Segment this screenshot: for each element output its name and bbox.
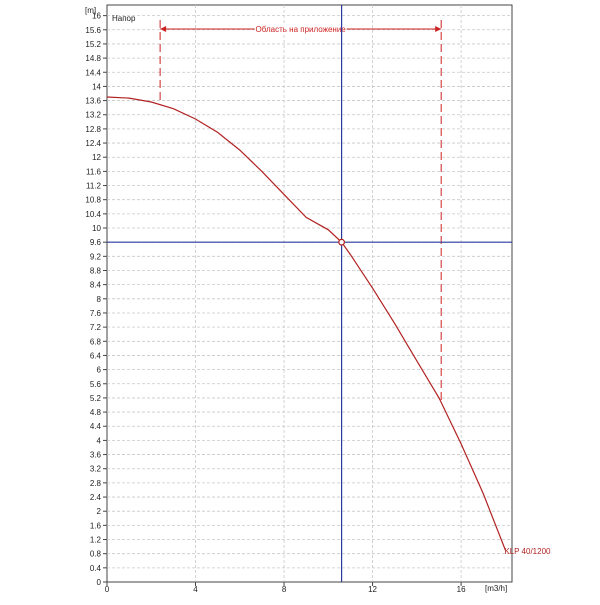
y-tick-label: 6.8 (90, 337, 102, 346)
y-tick-label: 13.6 (85, 97, 101, 106)
y-tick-label: 3.2 (90, 465, 102, 474)
y-tick-label: 7.6 (90, 309, 102, 318)
y-tick-label: 10.4 (85, 210, 101, 219)
series-line (106, 96, 506, 551)
operating-point-marker (338, 238, 345, 246)
x-unit-label: [m3/h] (485, 584, 507, 593)
y-tick-label: 0 (97, 578, 102, 587)
y-tick-label: 0.4 (90, 564, 102, 573)
y-tick-label: 10.8 (85, 196, 101, 205)
grid-lines (107, 5, 512, 582)
application-range: Область на приложение (159, 20, 442, 403)
series-label: KLP 40/1200 (504, 547, 551, 556)
range-arrow-left-head (160, 26, 167, 32)
series-layer: KLP 40/1200 (106, 96, 551, 556)
y-tick-label: 0.8 (90, 550, 102, 559)
y-tick-label: 2 (97, 507, 102, 516)
y-tick-label: 3.6 (90, 451, 102, 460)
y-tick-label: 4.4 (90, 422, 102, 431)
y-tick-label: 14.8 (85, 54, 101, 63)
y-tick-label: 6.4 (90, 351, 102, 360)
y-tick-label: 11.2 (86, 182, 102, 191)
y-tick-label: 9.2 (90, 252, 102, 261)
range-label-bg (254, 23, 347, 34)
y-tick-label: 4 (97, 436, 102, 445)
y-tick-label: 13.2 (85, 111, 101, 120)
y-tick-label: 11.6 (86, 167, 102, 176)
plot-background (106, 4, 513, 583)
x-tick-label: 4 (193, 585, 198, 594)
y-tick-label: 1.2 (90, 536, 102, 545)
range-label: Область на приложение (256, 25, 347, 34)
y-tick-label: 10 (92, 224, 101, 233)
y-axis-ticks: 0 0.4 0.8 1.2 1.6 2 2.4 2.8 3.2 3.6 4 4.4 4.8 5.2 5.6 6… (85, 12, 107, 587)
y-tick-label: 12 (92, 153, 101, 162)
y-tick-label: 2.8 (90, 479, 102, 488)
y-tick-label: 12.8 (85, 125, 101, 134)
y-tick-label: 7.2 (90, 323, 102, 332)
y-tick-label: 6 (97, 366, 102, 375)
y-tick-label: 15.6 (85, 26, 101, 35)
y-tick-label: 8 (97, 295, 102, 304)
range-arrow-right-head (435, 26, 442, 32)
y-tick-label: 9.6 (90, 238, 102, 247)
y-tick-label: 4.8 (90, 408, 102, 417)
y-tick-label: 5.6 (90, 380, 102, 389)
x-tick-label: 0 (105, 585, 110, 594)
y-unit-label: [m] (85, 6, 96, 15)
y-tick-label: 8.4 (90, 281, 102, 290)
y-tick-label: 2.4 (90, 493, 102, 502)
y-tick-label: 14 (92, 82, 101, 91)
y-tick-label: 8.8 (90, 266, 102, 275)
y-tick-label: 12.4 (85, 139, 101, 148)
y-tick-label: 1.6 (90, 521, 102, 530)
y-tick-label: 15.2 (85, 40, 101, 49)
x-tick-label: 8 (282, 585, 287, 594)
y-tick-label: 5.2 (90, 394, 102, 403)
y-tick-label: 16 (92, 12, 101, 21)
y-series-title: Напор (112, 14, 136, 23)
x-axis-ticks: 0 4 8 12 16 (105, 582, 466, 594)
y-tick-label: 14.4 (85, 68, 101, 77)
x-tick-label: 16 (457, 585, 466, 594)
operating-crosshair (107, 5, 512, 582)
x-tick-label: 12 (368, 585, 377, 594)
